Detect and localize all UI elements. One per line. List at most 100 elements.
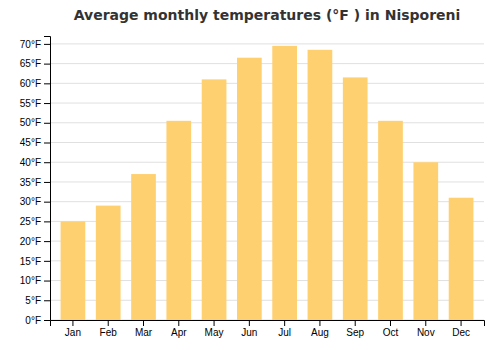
- bar: [131, 174, 156, 320]
- grid-line: [50, 122, 484, 123]
- x-tick: Feb: [100, 320, 118, 338]
- y-tick-label: 15°F: [20, 256, 41, 267]
- y-tick-mark: [44, 103, 50, 104]
- bar: [96, 206, 121, 320]
- x-tick-mark: [390, 320, 391, 326]
- y-tick-mark: [44, 64, 50, 65]
- x-tick: Nov: [417, 320, 435, 338]
- x-tick: Jan: [65, 320, 81, 338]
- bar: [202, 79, 227, 320]
- grid-line: [50, 63, 484, 64]
- y-tick-label: 10°F: [20, 275, 41, 286]
- x-tick-label: Aug: [311, 327, 329, 338]
- x-tick-mark: [214, 320, 215, 326]
- y-axis-line: [44, 37, 51, 321]
- bar: [449, 198, 474, 320]
- y-tick-mark: [44, 83, 50, 84]
- y-tick: 20°F: [20, 236, 50, 247]
- x-tick: Aug: [311, 320, 329, 338]
- x-tick-label: May: [205, 327, 224, 338]
- y-tick: 65°F: [20, 58, 50, 69]
- bars: [61, 46, 474, 320]
- bar: [378, 121, 403, 320]
- x-tick: Jun: [241, 320, 257, 338]
- y-tick: 35°F: [20, 177, 50, 188]
- y-tick-mark: [44, 162, 50, 163]
- y-tick: 70°F: [20, 39, 50, 50]
- title: Average monthly temperatures (°F ) in Ni…: [74, 7, 461, 23]
- y-tick-label: 20°F: [20, 236, 41, 247]
- y-tick: 10°F: [20, 275, 50, 286]
- y-tick-label: 40°F: [20, 157, 41, 168]
- y-tick: 55°F: [20, 98, 50, 109]
- grid-line: [50, 43, 484, 44]
- chart-container: 0°F 5°F 10°F 15°F 20°F 25°F 30°F 35°F 40°F 45°F 50…: [0, 0, 500, 350]
- x-tick-label: Jul: [278, 327, 291, 338]
- y-tick-label: 65°F: [20, 58, 41, 69]
- y-tick-mark: [44, 261, 50, 262]
- x-tick-mark: [319, 320, 320, 326]
- x-axis: Jan Feb Mar Apr May Jun Jul Aug Sep Oct Nov Dec: [51, 320, 485, 338]
- y-tick-mark: [44, 123, 50, 124]
- y-tick-mark: [44, 320, 50, 321]
- y-tick: 60°F: [20, 78, 50, 89]
- x-tick-mark: [108, 320, 109, 326]
- y-tick-label: 5°F: [25, 295, 41, 306]
- bar: [61, 221, 86, 320]
- x-tick-label: Oct: [383, 327, 399, 338]
- y-tick-label: 50°F: [20, 117, 41, 128]
- x-tick-label: Mar: [135, 327, 153, 338]
- x-tick: May: [205, 320, 224, 338]
- bar: [166, 121, 191, 320]
- x-tick-label: Sep: [346, 327, 364, 338]
- x-tick: Dec: [452, 320, 470, 338]
- x-tick-mark: [284, 320, 285, 326]
- grid-line: [50, 83, 484, 84]
- grid-line: [50, 103, 484, 104]
- y-tick-mark: [44, 143, 50, 144]
- x-tick-mark: [143, 320, 144, 326]
- bar: [413, 162, 438, 320]
- x-tick-label: Apr: [171, 327, 187, 338]
- y-tick: 50°F: [20, 117, 50, 128]
- y-tick-label: 35°F: [20, 177, 41, 188]
- x-tick-mark: [355, 320, 356, 326]
- x-tick: Sep: [346, 320, 364, 338]
- y-tick-label: 0°F: [25, 315, 41, 326]
- x-tick-label: Jun: [241, 327, 257, 338]
- bar: [343, 77, 368, 320]
- x-tick-mark: [249, 320, 250, 326]
- y-tick-mark: [44, 281, 50, 282]
- y-tick-mark: [44, 241, 50, 242]
- x-tick: Mar: [135, 320, 153, 338]
- y-axis: 0°F 5°F 10°F 15°F 20°F 25°F 30°F 35°F 40°F 45°F 50…: [20, 37, 51, 326]
- y-tick: 45°F: [20, 137, 50, 148]
- x-tick-label: Jan: [65, 327, 81, 338]
- y-tick-label: 25°F: [20, 216, 41, 227]
- x-tick-label: Feb: [100, 327, 118, 338]
- x-tick-label: Nov: [417, 327, 435, 338]
- bar: [272, 46, 297, 320]
- y-tick: 30°F: [20, 196, 50, 207]
- x-tick-mark: [461, 320, 462, 326]
- x-tick-mark: [425, 320, 426, 326]
- x-axis-line: [51, 321, 485, 327]
- bar: [308, 50, 333, 320]
- y-tick: 25°F: [20, 216, 50, 227]
- y-tick-mark: [44, 44, 50, 45]
- chart: 0°F 5°F 10°F 15°F 20°F 25°F 30°F 35°F 40°F 45°F 50…: [0, 0, 500, 350]
- y-tick-mark: [44, 221, 50, 222]
- y-tick-mark: [44, 202, 50, 203]
- y-tick-mark: [44, 182, 50, 183]
- x-tick: Apr: [171, 320, 187, 338]
- y-tick-label: 60°F: [20, 78, 41, 89]
- y-tick-label: 45°F: [20, 137, 41, 148]
- y-tick-label: 55°F: [20, 98, 41, 109]
- y-tick: 5°F: [25, 295, 50, 306]
- y-tick-mark: [44, 300, 50, 301]
- grid-line: [50, 142, 484, 143]
- grid: [50, 44, 484, 320]
- x-tick-label: Dec: [452, 327, 470, 338]
- bar: [237, 58, 262, 320]
- y-tick: 40°F: [20, 157, 50, 168]
